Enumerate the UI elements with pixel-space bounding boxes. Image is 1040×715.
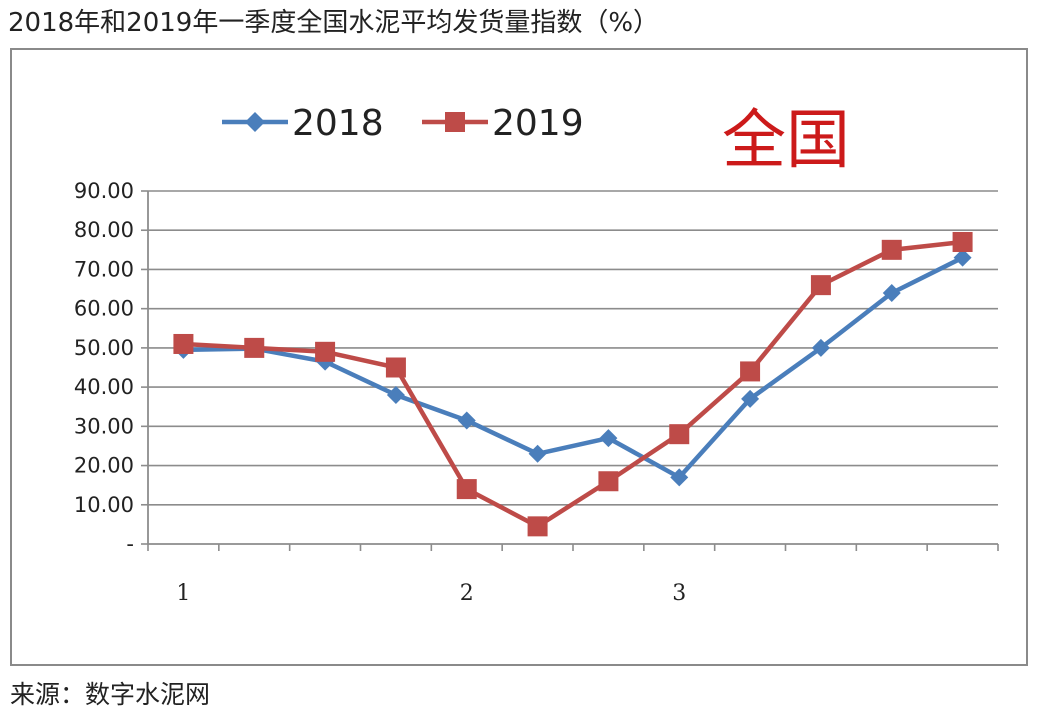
data-point-2019 [952, 231, 973, 252]
legend-label-2018: 2018 [292, 103, 384, 144]
y-tick-label: 90.00 [74, 179, 134, 203]
data-point-2019 [244, 337, 265, 358]
y-tick-label: - [126, 532, 134, 556]
series-line-2019 [183, 239, 963, 529]
data-point-2018 [599, 429, 618, 448]
data-point-2019 [456, 479, 477, 500]
data-point-2019 [669, 424, 690, 445]
legend-marker-2018 [245, 112, 265, 132]
data-point-2018 [528, 444, 547, 463]
series-lines [173, 231, 973, 537]
gridlines [148, 190, 998, 506]
legend-marker-2019 [445, 112, 465, 132]
y-tick-label: 20.00 [74, 454, 134, 478]
legend-label-2019: 2019 [492, 103, 584, 144]
data-point-2019 [740, 361, 761, 382]
y-tick-label: 70.00 [74, 257, 134, 281]
y-tick-label: 50.00 [74, 336, 134, 360]
x-tick-label: 2 [460, 581, 474, 606]
data-point-2018 [457, 411, 476, 430]
data-point-2019 [810, 275, 831, 296]
data-point-2018 [882, 283, 901, 302]
chart-frame [10, 48, 1028, 666]
data-point-2019 [881, 239, 902, 260]
page-title: 2018年和2019年一季度全国水泥平均发货量指数（%） [8, 8, 660, 38]
y-tick-label: 30.00 [74, 414, 134, 438]
data-point-2019 [598, 471, 619, 492]
y-tick-label: 80.00 [74, 218, 134, 242]
data-point-2019 [385, 357, 406, 378]
y-tick-label: 60.00 [74, 297, 134, 321]
source-note: 来源：数字水泥网 [10, 680, 211, 709]
data-point-2018 [811, 338, 830, 357]
data-point-2019 [527, 516, 548, 537]
data-point-2018 [386, 385, 405, 404]
legend: 2018 2019 [222, 103, 584, 144]
series-line-2018 [183, 255, 964, 480]
data-point-2019 [315, 341, 336, 362]
data-point-2019 [173, 333, 194, 354]
data-point-2018 [741, 389, 760, 408]
data-point-2018 [670, 468, 689, 487]
y-tick-label: 10.00 [74, 493, 134, 517]
x-tick-label: 1 [176, 581, 190, 606]
x-tick-label: 3 [672, 581, 686, 606]
region-label: 全国 [722, 104, 850, 178]
y-tick-label: 40.00 [74, 375, 134, 399]
data-point-2018 [953, 248, 972, 267]
axes: - 10.00 20.00 30.00 40.00 50.00 60.00 70.00 80.0… [74, 179, 999, 606]
